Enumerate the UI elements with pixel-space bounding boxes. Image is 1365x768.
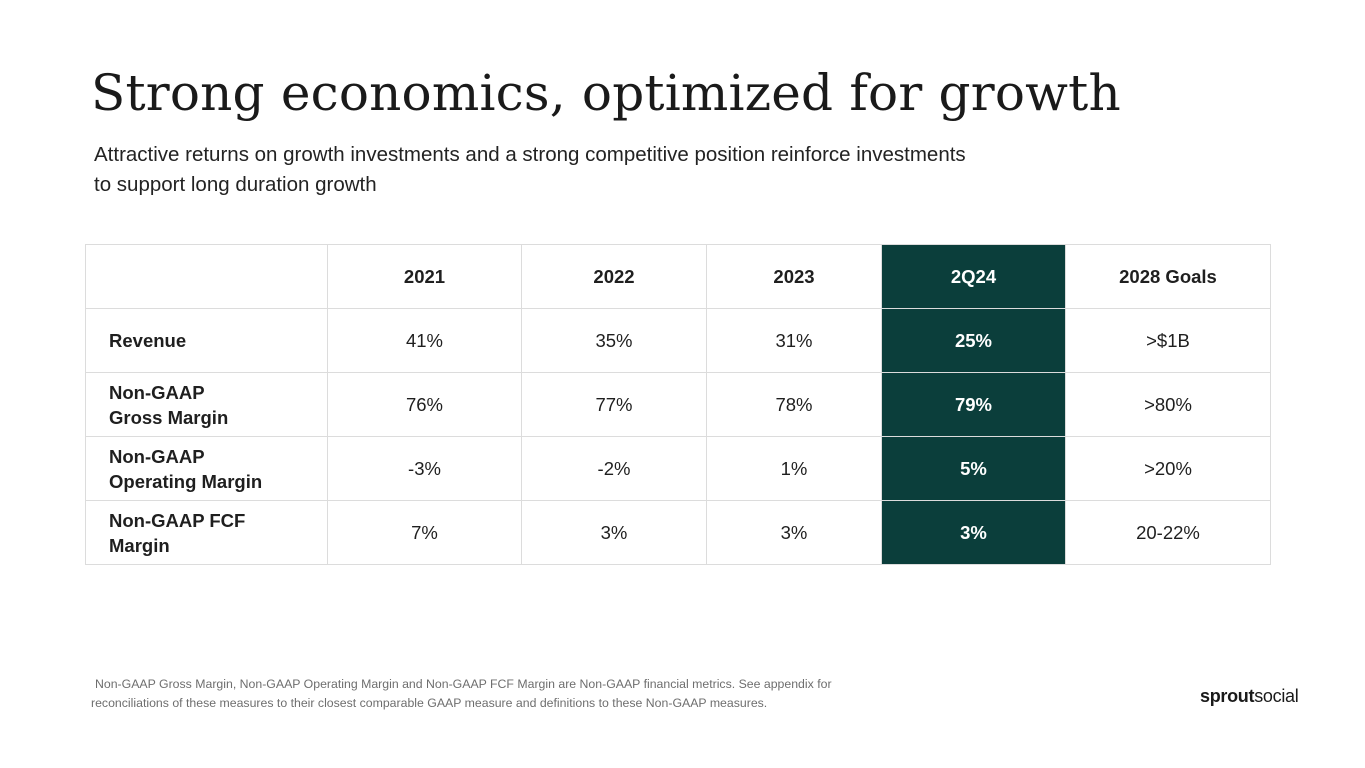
row-label-line: Revenue xyxy=(109,330,187,351)
table-cell: 20-22% xyxy=(1065,500,1271,565)
table-row-operating-margin: Non-GAAP Operating Margin -3% -2% 1% 5% … xyxy=(85,436,1271,501)
footnote-line-2: reconciliations of these measures to the… xyxy=(91,696,768,710)
page-subtitle: Attractive returns on growth investments… xyxy=(94,143,966,196)
footnote-line-1: Non-GAAP Gross Margin, Non-GAAP Operatin… xyxy=(95,677,832,691)
table-cell: -3% xyxy=(327,436,522,501)
row-label-line: Margin xyxy=(109,534,170,556)
header-cell-2q24: 2Q24 xyxy=(881,244,1066,309)
table-cell: 31% xyxy=(706,308,882,373)
table-cell-highlight: 79% xyxy=(881,372,1066,437)
table-cell: 35% xyxy=(521,308,707,373)
table-cell: >20% xyxy=(1065,436,1271,501)
table-row-gross-margin: Non-GAAP Gross Margin 76% 77% 78% 79% >8… xyxy=(85,372,1271,437)
page-title: Strong economics, optimized for growth xyxy=(91,64,1121,122)
header-cell-2022: 2022 xyxy=(521,244,707,309)
table-cell: >80% xyxy=(1065,372,1271,437)
row-label: Non-GAAP FCF Margin xyxy=(85,500,328,565)
header-cell-empty xyxy=(85,244,328,309)
table-cell: 77% xyxy=(521,372,707,437)
table-cell: -2% xyxy=(521,436,707,501)
table-cell-highlight: 3% xyxy=(881,500,1066,565)
row-label-line: Operating Margin xyxy=(109,470,263,492)
header-cell-2028-goals: 2028 Goals xyxy=(1065,244,1271,309)
table-row-fcf-margin: Non-GAAP FCF Margin 7% 3% 3% 3% 20-22% xyxy=(85,500,1271,565)
header-cell-2023: 2023 xyxy=(706,244,882,309)
table-row-revenue: Revenue 41% 35% 31% 25% >$1B xyxy=(85,308,1271,373)
row-label-line: Gross Margin xyxy=(109,406,229,428)
header-cell-2021: 2021 xyxy=(327,244,522,309)
table-header-row: 2021 2022 2023 2Q24 2028 Goals xyxy=(85,244,1271,309)
footnote: Non-GAAP Gross Margin, Non-GAAP Operatin… xyxy=(91,675,891,713)
row-label: Non-GAAP Gross Margin xyxy=(85,372,328,437)
logo-text-bold: sprout xyxy=(1200,686,1255,706)
table-cell: 1% xyxy=(706,436,882,501)
table-cell: 7% xyxy=(327,500,522,565)
row-label-line: Non-GAAP xyxy=(109,445,205,467)
table-cell: 41% xyxy=(327,308,522,373)
row-label-line: Non-GAAP FCF xyxy=(109,509,246,531)
logo-text-regular: social xyxy=(1254,686,1299,706)
table-cell: >$1B xyxy=(1065,308,1271,373)
table-cell: 3% xyxy=(521,500,707,565)
table-cell-highlight: 25% xyxy=(881,308,1066,373)
table-cell: 3% xyxy=(706,500,882,565)
table-cell: 76% xyxy=(327,372,522,437)
row-label-line: Non-GAAP xyxy=(109,381,205,403)
row-label: Revenue xyxy=(85,308,328,373)
metrics-table: 2021 2022 2023 2Q24 2028 Goals Revenue 4… xyxy=(85,244,1271,565)
sprout-social-logo: sproutsocial xyxy=(1200,684,1299,708)
row-label: Non-GAAP Operating Margin xyxy=(85,436,328,501)
table-cell: 78% xyxy=(706,372,882,437)
table-cell-highlight: 5% xyxy=(881,436,1066,501)
